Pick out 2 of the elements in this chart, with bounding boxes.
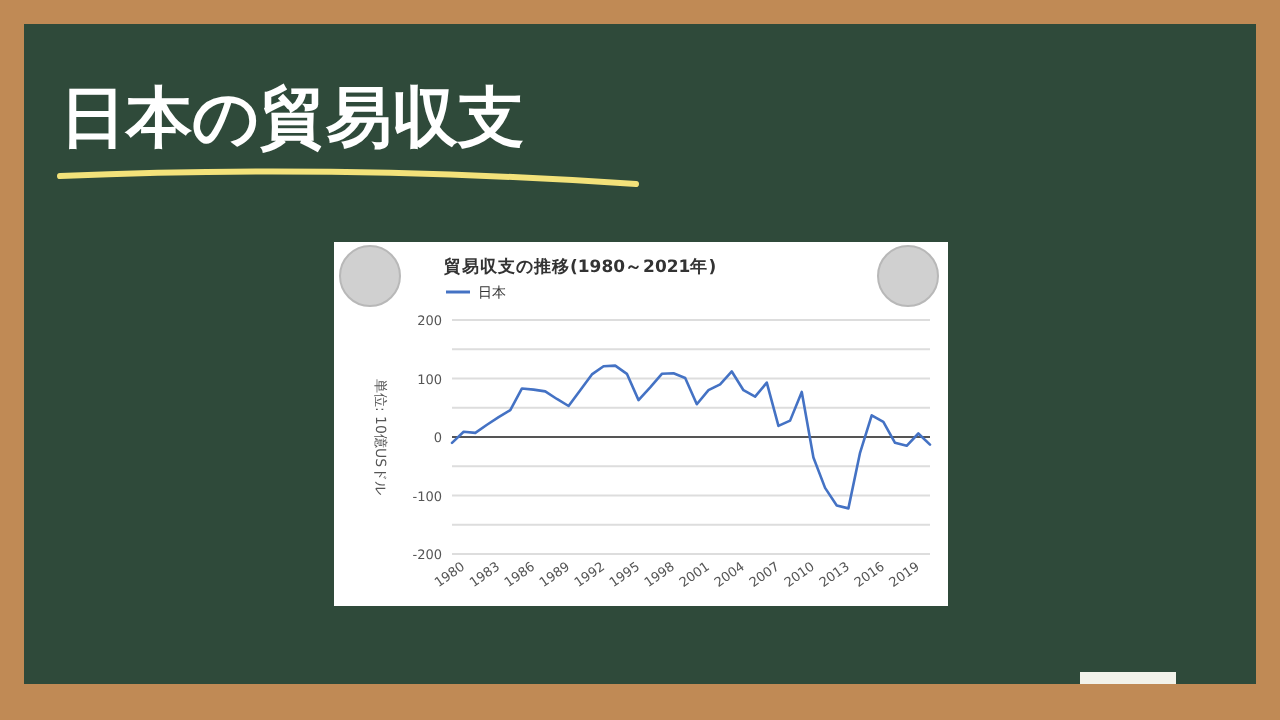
chart-subtitle: 貿易収支の推移(1980～2021年) [442, 256, 717, 278]
chart-title: 日本の貿易収支 [60, 78, 524, 156]
